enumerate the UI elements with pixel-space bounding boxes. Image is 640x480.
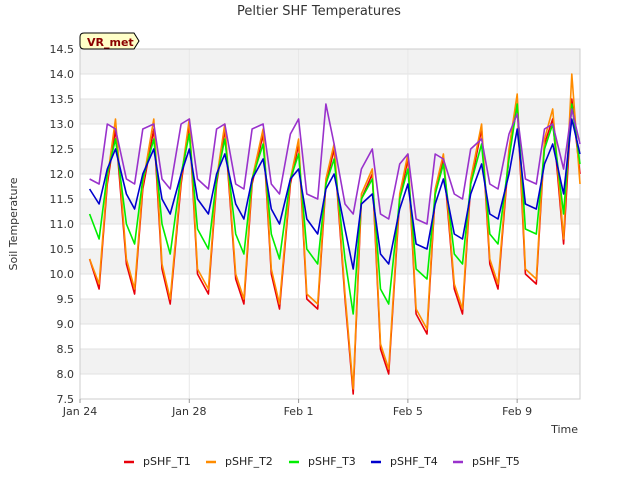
legend-item: pSHF_T3 <box>289 455 356 468</box>
y-tick-label: 8.0 <box>57 368 75 381</box>
grid-band <box>80 49 580 74</box>
y-tick-label: 14.5 <box>50 43 75 56</box>
y-tick-label: 11.5 <box>50 193 75 206</box>
badge: VR_met <box>79 32 140 50</box>
legend-label: pSHF_T5 <box>472 455 520 468</box>
series-line-pSHF_T5 <box>89 103 581 225</box>
x-tick-label: Feb 9 <box>502 405 532 418</box>
badge-label: VR_met <box>87 36 134 49</box>
y-tick-label: 13.0 <box>50 118 75 131</box>
y-tick-label: 12.0 <box>50 168 75 181</box>
legend: pSHF_T1 pSHF_T2 pSHF_T3 pSHF_T4 pSHF_T5 <box>124 455 520 468</box>
x-tick-label: Feb 5 <box>393 405 423 418</box>
series-line-pSHF_T4 <box>88 118 581 270</box>
y-tick-label: 9.0 <box>57 318 75 331</box>
y-tick-label: 12.5 <box>50 143 75 156</box>
y-tick-label: 14.0 <box>50 68 75 81</box>
legend-label: pSHF_T1 <box>143 455 191 468</box>
y-axis-ticks: 7.5 8.0 8.5 9.0 9.5 10.0 10.5 11.0 11.5 12.0 12.5 1… <box>50 43 75 406</box>
y-tick-label: 11.0 <box>50 218 75 231</box>
gridlines <box>79 48 580 400</box>
series-lines <box>88 73 581 395</box>
badge-box <box>79 32 140 50</box>
y-tick-label: 7.5 <box>57 393 75 406</box>
grid-band <box>80 199 580 224</box>
grid-band <box>80 99 580 124</box>
y-axis-title: Soil Temperature <box>7 177 20 270</box>
legend-label: pSHF_T4 <box>390 455 438 468</box>
legend-item: pSHF_T4 <box>371 455 438 468</box>
x-tick-label: Feb 1 <box>284 405 314 418</box>
grid-band <box>80 299 580 324</box>
y-tick-label: 9.5 <box>57 293 75 306</box>
y-tick-label: 10.5 <box>50 243 75 256</box>
legend-item: pSHF_T2 <box>206 455 273 468</box>
y-tick-label: 10.0 <box>50 268 75 281</box>
y-tick-label: 13.5 <box>50 93 75 106</box>
x-axis-title: Time <box>550 423 578 436</box>
x-tick-label: Jan 24 <box>62 405 97 418</box>
legend-item: pSHF_T1 <box>124 455 191 468</box>
legend-label: pSHF_T3 <box>308 455 356 468</box>
legend-label: pSHF_T2 <box>225 455 273 468</box>
plot-area-border <box>79 48 581 400</box>
x-tick-label: Jan 28 <box>171 405 206 418</box>
series-line-pSHF_T3 <box>88 103 581 315</box>
x-axis-ticks: Jan 24 Jan 28 Feb 1 Feb 5 Feb 9 <box>62 399 532 418</box>
y-tick-label: 8.5 <box>57 343 75 356</box>
grid-band <box>80 249 580 274</box>
chart-title: Peltier SHF Temperatures <box>237 4 401 19</box>
legend-item: pSHF_T5 <box>453 455 520 468</box>
grid-band <box>80 349 580 374</box>
